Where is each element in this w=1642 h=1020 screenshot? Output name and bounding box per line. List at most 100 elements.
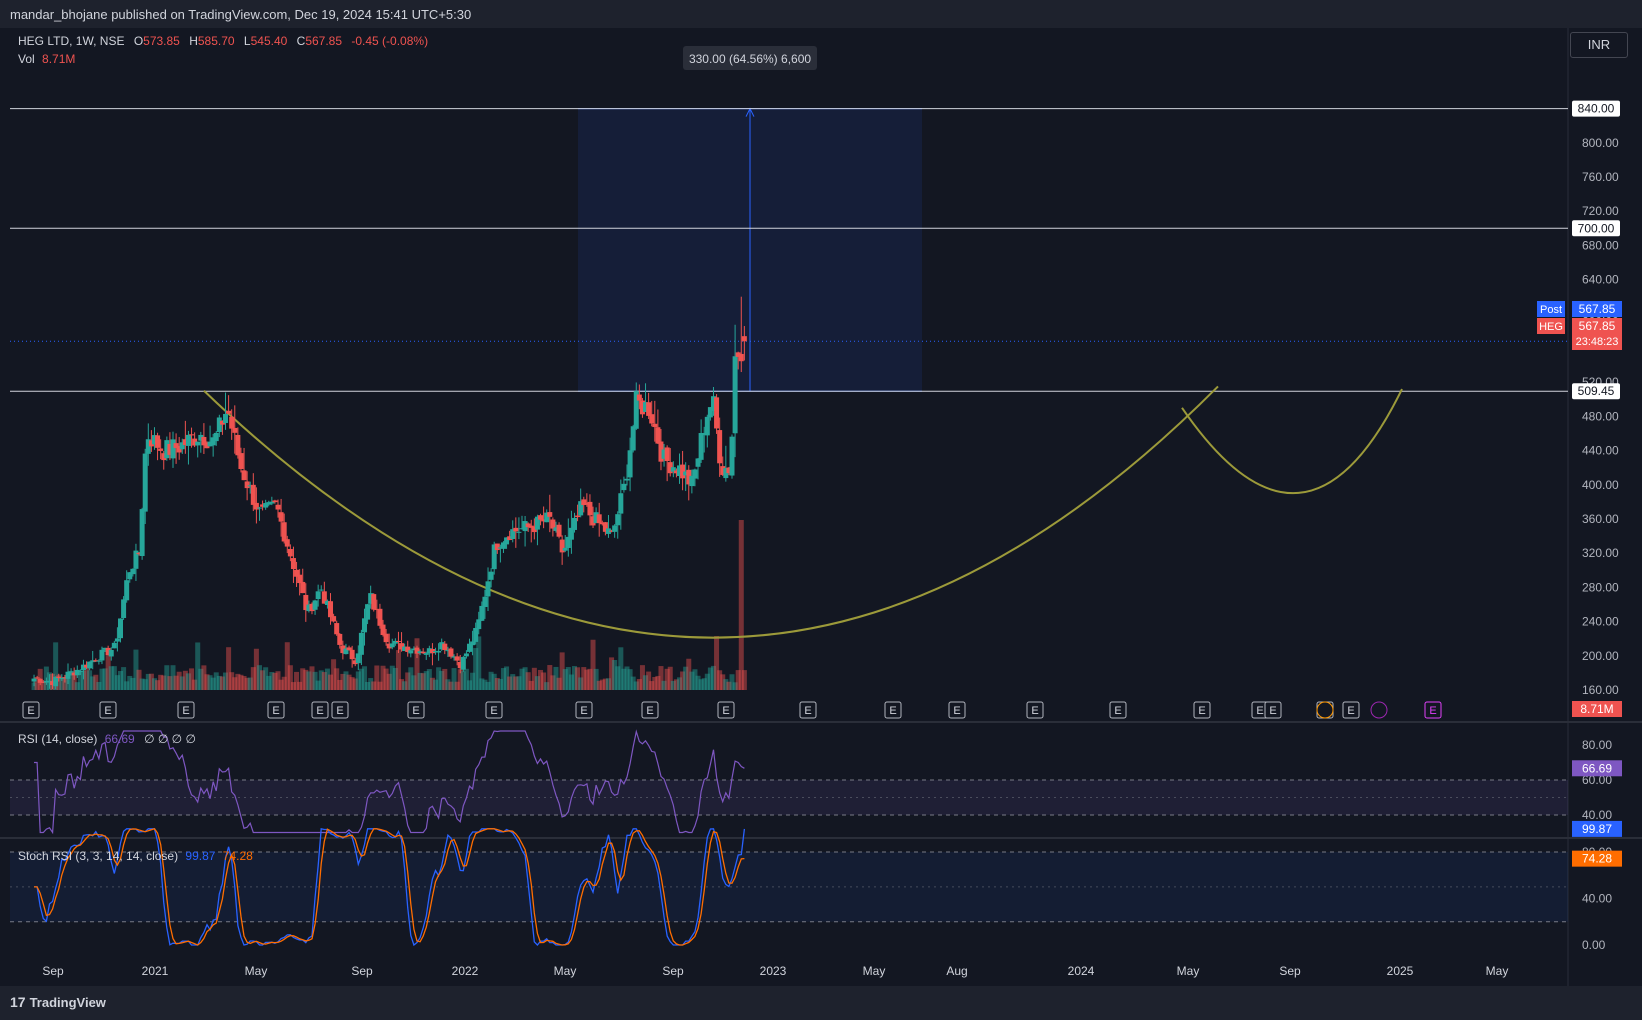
candle-body (497, 547, 503, 549)
rsi-line (34, 729, 745, 835)
tradingview-logo[interactable]: 17 TradingView (10, 994, 106, 1010)
volume-bar (590, 639, 596, 690)
volume-bar (80, 670, 86, 690)
candle-body (738, 353, 744, 362)
candle-body (664, 447, 670, 462)
candle-body (605, 528, 611, 534)
volume-bar (68, 670, 74, 690)
candle-body (71, 672, 77, 676)
candle-body (575, 515, 581, 518)
earnings-marker-icon (575, 701, 593, 719)
volume-bar (627, 669, 633, 690)
time-axis-label: 2022 (452, 964, 479, 978)
price-tick-label: 720.00 (1582, 204, 1619, 218)
price-tick-label: 360.00 (1582, 512, 1619, 526)
volume-bar (463, 668, 469, 690)
earnings-marker-icon (948, 701, 966, 719)
candle-body (84, 664, 90, 668)
rsi-label[interactable]: RSI (14, close) (18, 732, 98, 746)
symbol-name[interactable]: HEG LTD, 1W, NSE (18, 34, 125, 48)
volume-bar (124, 681, 130, 690)
earnings-marker-label: E (1114, 705, 1121, 717)
volume-bar (158, 674, 164, 690)
candle-body (142, 453, 148, 512)
candle-body (661, 449, 667, 459)
volume-bar (34, 679, 40, 690)
candle-body (235, 434, 241, 456)
earnings-marker-icon (1264, 701, 1282, 719)
candle-body (448, 648, 454, 657)
time-axis-label: 2023 (760, 964, 787, 978)
volume-bar (361, 666, 367, 690)
candle-body (263, 503, 269, 508)
volume-bar (368, 678, 374, 690)
earnings-marker-label: E (490, 705, 497, 717)
volume-bar (256, 665, 262, 690)
candle-body (680, 464, 686, 479)
volume-bar (433, 679, 439, 690)
volume-bar (275, 671, 281, 690)
low-label: L (243, 34, 251, 48)
candle-body (689, 475, 695, 487)
candle-body (568, 527, 574, 540)
candle-body (321, 591, 327, 604)
candle-body (377, 608, 383, 626)
volume-bar (210, 677, 216, 690)
volume-bar (680, 671, 686, 690)
candle-body (207, 441, 213, 447)
volume-bar (522, 667, 528, 690)
volume-bar (710, 665, 716, 690)
candle-body (185, 434, 191, 446)
volume-bar (355, 671, 361, 690)
volume-bar (74, 682, 80, 690)
volume-bar (300, 668, 306, 690)
candle-body (627, 450, 633, 478)
volume-bar (297, 681, 303, 690)
candle-body (253, 502, 259, 510)
volume-bar (59, 677, 65, 690)
candle-body (278, 512, 284, 522)
candle-body (136, 552, 142, 555)
currency-button[interactable]: INR (1570, 32, 1628, 58)
earnings-marker-icon (177, 701, 195, 719)
earnings-marker-label: E (1031, 705, 1038, 717)
volume-bar (241, 675, 247, 690)
candle-body (528, 525, 534, 528)
candle-body (256, 507, 262, 509)
earnings-marker-icon (717, 701, 735, 719)
symbol-legend: HEG LTD, 1W, NSE O573.85 H585.70 L545.40… (18, 34, 428, 48)
time-axis-label: 2025 (1387, 964, 1414, 978)
volume-bar (266, 675, 272, 690)
volume-bar (587, 668, 593, 690)
candle-body (204, 442, 210, 449)
earnings-marker-label: E (722, 705, 729, 717)
candle-body (402, 646, 408, 652)
stoch-tick-label: 0.00 (1582, 938, 1606, 952)
price-chart[interactable]: 160.00 200.00 240.00 280.00 320.00 360.00 400.… (0, 0, 1642, 986)
volume-bar (386, 673, 392, 690)
volume-bar (612, 659, 618, 690)
volume-bar (272, 672, 278, 690)
candle-body (411, 648, 417, 651)
level-tag (1572, 383, 1620, 400)
stoch-label[interactable]: Stoch RSI (3, 3, 14, 14, close) (18, 849, 179, 863)
time-axis-label: 2024 (1068, 964, 1095, 978)
last-price-label: 567.85 (1579, 319, 1616, 333)
volume-bar (593, 668, 599, 690)
candle-body (704, 416, 710, 436)
candle-body (148, 440, 154, 447)
volume-bar (278, 679, 284, 690)
volume-bar (553, 666, 559, 690)
volume-bar (294, 671, 300, 690)
earnings-marker-label: E (272, 705, 279, 717)
volume-bar (324, 668, 330, 690)
volume-bar (525, 672, 531, 690)
volume-bar (408, 667, 414, 690)
candle-body (74, 669, 80, 676)
volume-bar (136, 669, 142, 690)
volume-tag-label: 8.71M (1580, 702, 1613, 716)
level-tag-label: 700.00 (1578, 221, 1615, 235)
earnings-marker-icon (22, 701, 40, 719)
candle-body (99, 649, 105, 661)
candle-body (201, 436, 207, 446)
